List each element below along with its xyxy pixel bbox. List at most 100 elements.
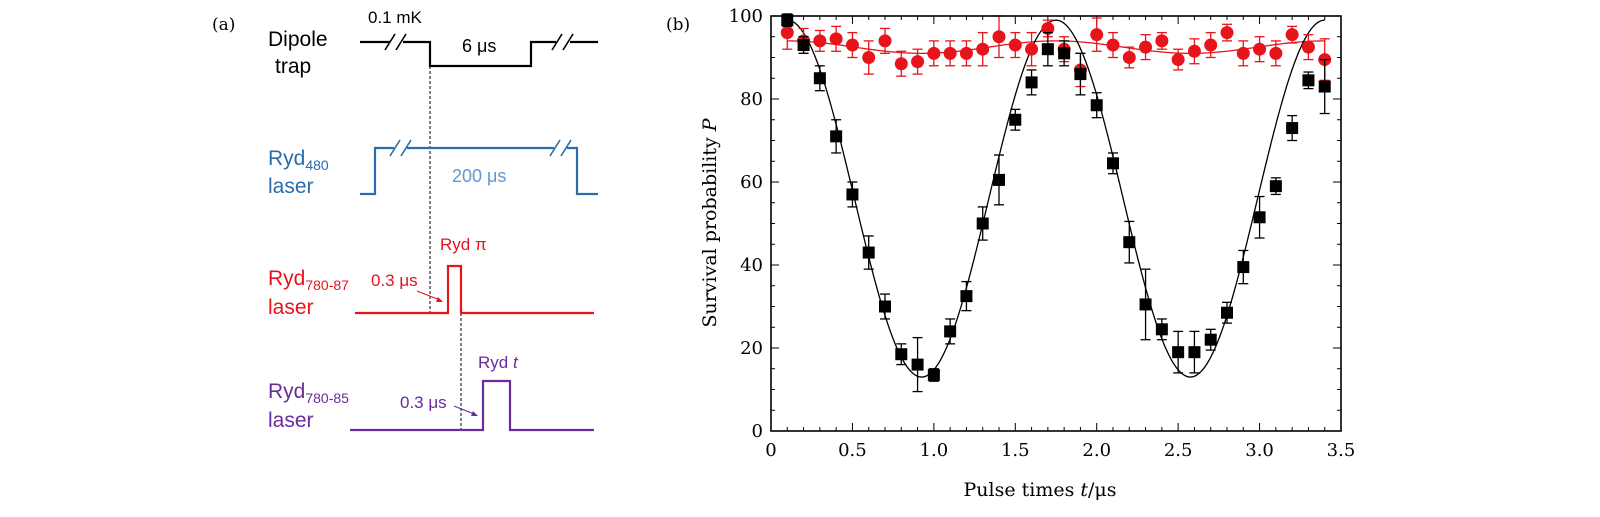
red-data-point bbox=[992, 30, 1006, 44]
ryd780-85-arrow-head bbox=[471, 411, 478, 416]
dipole-trap-waveform bbox=[360, 40, 598, 68]
ryd-pi-pulse-label: Ryd π bbox=[440, 235, 487, 254]
red-data-point bbox=[1106, 38, 1120, 52]
black-data-point bbox=[1107, 157, 1119, 170]
black-data-point bbox=[1058, 47, 1071, 60]
panel-b-label: (b) bbox=[666, 15, 690, 35]
black-data-point bbox=[911, 358, 924, 371]
red-data-point bbox=[1025, 42, 1039, 56]
y-tick-label: 20 bbox=[740, 338, 763, 359]
red-data-point bbox=[1204, 38, 1218, 52]
red-data-point bbox=[1090, 28, 1104, 42]
dipole-trap-row: Dipole trap 0.1 mK 6 μs bbox=[268, 8, 598, 78]
black-data-point bbox=[1074, 68, 1087, 81]
ryd780-87-waveform bbox=[355, 264, 594, 315]
red-data-point bbox=[878, 34, 892, 48]
red-data-point bbox=[959, 46, 973, 60]
ryd480-waveform bbox=[360, 146, 598, 196]
timing-diagram: (a) Dipole trap 0.1 mK 6 μs Ryd480 laser… bbox=[212, 8, 598, 432]
black-data-point bbox=[862, 246, 875, 259]
ryd780-85-waveform bbox=[350, 379, 594, 432]
ryd780-87-name-line2: laser bbox=[268, 296, 314, 319]
ryd780-85-row: Ryd780-85 laser Ryd t 0.3 μs bbox=[268, 353, 594, 432]
black-data-point bbox=[1286, 122, 1299, 135]
red-data-point bbox=[813, 34, 827, 48]
ryd780-87-arrow-shaft bbox=[416, 290, 441, 301]
black-data-point bbox=[1090, 99, 1103, 112]
black-data-point bbox=[797, 39, 810, 52]
black-data-point bbox=[1139, 298, 1152, 311]
x-tick-label: 2.5 bbox=[1164, 440, 1193, 461]
y-tick-label: 100 bbox=[729, 6, 763, 27]
black-data-point bbox=[1041, 43, 1054, 56]
black-data-point bbox=[1269, 180, 1282, 193]
chart-data-points bbox=[780, 13, 1332, 393]
ryd780-85-name: Ryd780-85 bbox=[268, 380, 349, 406]
black-data-point bbox=[1009, 113, 1022, 126]
ryd780-87-duration-label: 0.3 μs bbox=[371, 271, 418, 290]
dipole-depth-label: 0.1 mK bbox=[368, 8, 423, 27]
red-data-point bbox=[845, 38, 859, 52]
dipole-trap-name-line2: trap bbox=[275, 55, 311, 78]
black-data-point bbox=[895, 348, 908, 361]
red-data-point bbox=[1301, 40, 1315, 54]
red-data-point bbox=[1041, 21, 1055, 35]
rabi-chart: (b) 0 0.5 1.0 1.5 2.0 2.5 3.0 3.5 0 20 40 60 80 100 P… bbox=[666, 6, 1355, 501]
ryd780-85-arrow-shaft bbox=[453, 405, 475, 415]
black-data-point bbox=[944, 325, 957, 338]
x-tick-label: 2.0 bbox=[1082, 440, 1111, 461]
black-data-point bbox=[1253, 211, 1266, 224]
black-data-point bbox=[1302, 74, 1315, 87]
ryd480-break-mark-1 bbox=[389, 139, 412, 157]
x-tick-label: 1.5 bbox=[1001, 440, 1030, 461]
red-data-point bbox=[1008, 38, 1022, 52]
chart-tick-labels: 0 0.5 1.0 1.5 2.0 2.5 3.0 3.5 0 20 40 60 80 100 bbox=[729, 6, 1356, 461]
y-tick-label: 80 bbox=[740, 89, 763, 110]
ryd480-break-mark-2 bbox=[549, 139, 572, 157]
y-tick-label: 60 bbox=[740, 172, 763, 193]
x-tick-label: 3.0 bbox=[1245, 440, 1274, 461]
red-data-point bbox=[943, 46, 957, 60]
red-data-point bbox=[862, 51, 876, 64]
red-data-point bbox=[1253, 42, 1267, 56]
red-data-point bbox=[1122, 51, 1136, 64]
black-data-point bbox=[927, 368, 940, 381]
red-data-point bbox=[1220, 26, 1234, 40]
ryd480-break-mask-1 bbox=[394, 140, 407, 156]
black-data-point bbox=[1204, 333, 1217, 346]
red-data-point bbox=[1187, 44, 1201, 58]
dipole-duration-label: 6 μs bbox=[462, 36, 496, 56]
y-tick-label: 0 bbox=[752, 421, 763, 442]
black-data-point bbox=[1123, 236, 1136, 249]
ryd480-row: Ryd480 laser 200 μs bbox=[268, 139, 598, 198]
x-tick-label: 0.5 bbox=[838, 440, 867, 461]
red-data-point bbox=[780, 26, 794, 40]
dipole-trap-name-line1: Dipole bbox=[268, 28, 328, 51]
red-data-point bbox=[894, 57, 908, 71]
red-data-point bbox=[927, 46, 941, 60]
ryd480-duration-label: 200 μs bbox=[452, 166, 506, 186]
x-axis-label: Pulse times t/μs bbox=[963, 479, 1116, 501]
y-axis-label: Survival probability P bbox=[699, 117, 721, 327]
black-data-point bbox=[976, 217, 989, 230]
red-data-point bbox=[911, 55, 925, 69]
red-data-point bbox=[1269, 46, 1283, 60]
black-data-point bbox=[813, 72, 826, 85]
red-data-point bbox=[829, 32, 843, 46]
black-data-point bbox=[993, 173, 1005, 186]
x-tick-label: 1.0 bbox=[920, 440, 949, 461]
black-data-point bbox=[781, 14, 794, 27]
black-data-point bbox=[846, 188, 859, 201]
chart-tick-marks bbox=[770, 15, 1342, 432]
black-data-point bbox=[1155, 323, 1168, 336]
ryd480-break-mask-2 bbox=[554, 140, 567, 156]
x-tick-label: 0 bbox=[765, 440, 776, 461]
black-data-point bbox=[1237, 261, 1250, 274]
ryd780-87-row: Ryd780-87 laser Ryd π 0.3 μs bbox=[268, 235, 594, 319]
x-tick-label: 3.5 bbox=[1327, 440, 1356, 461]
y-tick-label: 40 bbox=[740, 255, 763, 276]
ryd480-name-line2: laser bbox=[268, 175, 314, 198]
dipole-break-mark-2 bbox=[551, 33, 574, 51]
black-data-point bbox=[1188, 346, 1201, 359]
